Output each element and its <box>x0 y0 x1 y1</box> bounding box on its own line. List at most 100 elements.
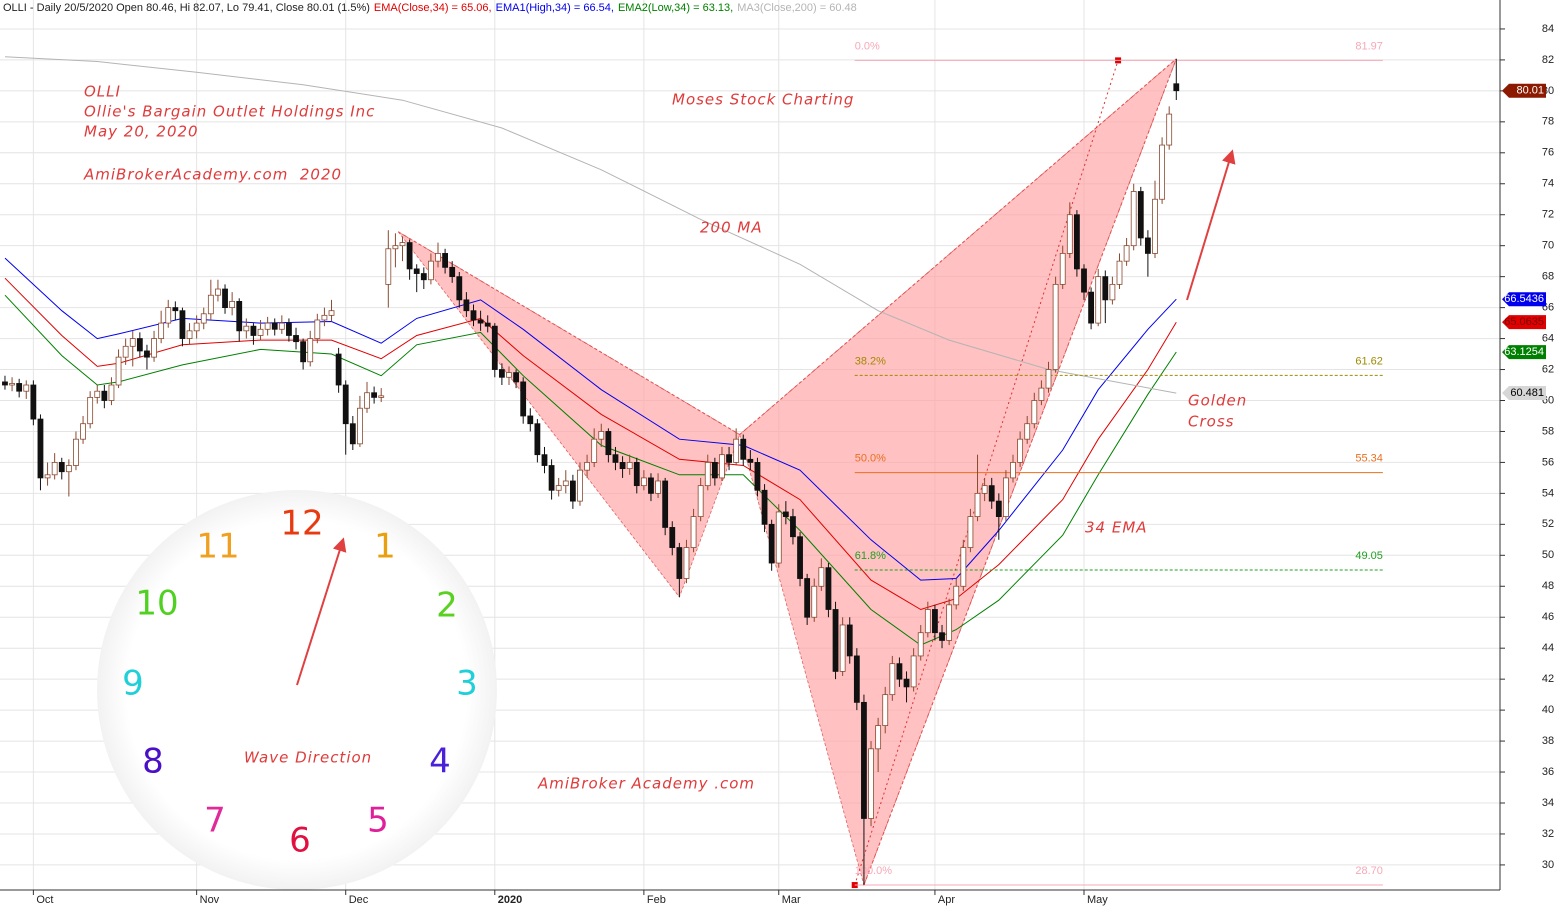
candle-body <box>87 396 94 425</box>
x-tick-label: May <box>1087 894 1108 906</box>
candle-body <box>385 248 392 285</box>
arrow <box>296 537 347 686</box>
pattern-triangle <box>739 58 1177 887</box>
y-tick-label: 42 <box>1542 673 1554 685</box>
candle-body <box>392 245 399 250</box>
y-tick-label: 32 <box>1542 828 1554 840</box>
candle-body <box>569 480 576 502</box>
clock-number: 8 <box>142 742 164 782</box>
clock-number: 9 <box>122 664 144 704</box>
candle-body <box>733 438 740 463</box>
candle-body <box>222 288 228 309</box>
candle-body <box>598 431 605 440</box>
x-tick-label: 2020 <box>498 894 522 906</box>
candle-body <box>1081 268 1087 293</box>
fib-value: 81.97 <box>1355 40 1383 52</box>
candle-body <box>9 383 15 386</box>
value-badge-label: 65.0635 <box>1504 316 1544 328</box>
annotation: Moses Stock Charting <box>672 91 854 109</box>
candle-body <box>1109 283 1116 301</box>
candle-body <box>449 266 456 278</box>
candle-body <box>179 310 186 339</box>
clock-number: 4 <box>429 742 451 782</box>
candle-body <box>591 438 598 463</box>
candle-body <box>1095 276 1102 324</box>
y-tick-label: 52 <box>1542 518 1554 530</box>
candle-body <box>470 310 477 321</box>
candle-body <box>605 431 612 456</box>
value-badge-label: 80.01 <box>1516 85 1544 97</box>
candle-body <box>193 322 200 332</box>
clock-number: 7 <box>204 801 226 841</box>
candle-body <box>662 480 669 528</box>
candle-body <box>491 325 498 370</box>
candle-body <box>357 407 363 445</box>
candle-body <box>364 392 370 409</box>
axes: 3032343638404244464850525456586062646668… <box>32 23 1554 906</box>
candle-body <box>257 328 264 336</box>
y-tick-label: 44 <box>1542 642 1554 654</box>
candle-body <box>1102 276 1109 301</box>
clock-number: 11 <box>196 527 239 567</box>
candle-body <box>882 694 889 726</box>
annotation: Cross <box>1188 413 1234 431</box>
candle-body <box>342 384 349 425</box>
candle-body <box>101 390 108 401</box>
candle-body <box>697 485 704 517</box>
candle-body <box>335 353 342 386</box>
candle-body <box>378 395 385 398</box>
candle-body <box>158 322 165 339</box>
candle-body <box>1059 253 1066 285</box>
candle-body <box>108 384 115 401</box>
candle-body <box>122 345 129 358</box>
candle-body <box>23 384 30 392</box>
y-tick-label: 74 <box>1542 178 1554 190</box>
candle-body <box>853 655 860 703</box>
y-tick-label: 82 <box>1542 54 1554 66</box>
candle-body <box>442 253 449 268</box>
candle-body <box>740 438 747 460</box>
header-indicator: EMA1(High,34) = 66.54, <box>496 2 614 14</box>
y-tick-label: 48 <box>1542 580 1554 592</box>
header-indicator: EMA(Close,34) = 65.06, <box>374 2 492 14</box>
y-tick-label: 76 <box>1542 147 1554 159</box>
y-tick-label: 62 <box>1542 363 1554 375</box>
candle-body <box>804 578 811 618</box>
y-tick-label: 46 <box>1542 611 1554 623</box>
fibonacci: 0.0% 81.97 38.2% 61.62 50.0% 55.34 61.8% 49.05 1… <box>854 40 1383 886</box>
candle-body <box>875 725 882 750</box>
candle-body <box>44 474 51 479</box>
candle-body <box>527 415 534 425</box>
y-tick-label: 56 <box>1542 456 1554 468</box>
candle-body <box>960 547 967 587</box>
x-tick-label: Feb <box>647 894 666 906</box>
candle-body <box>58 462 65 473</box>
y-tick-label: 84 <box>1542 23 1554 35</box>
candle-body <box>513 372 519 383</box>
candle-body <box>889 663 896 696</box>
clock-number: 10 <box>135 584 178 624</box>
candle-body <box>151 338 157 358</box>
candle-body <box>910 655 917 688</box>
candles <box>2 58 1180 886</box>
candle-body <box>775 511 782 564</box>
candle-body <box>534 423 541 456</box>
candle-body <box>1088 291 1095 324</box>
candle-body <box>200 313 207 324</box>
candle-body <box>371 392 378 398</box>
header: OLLI - Daily 20/5/2020 Open 80.46, Hi 82… <box>3 2 857 14</box>
candle-body <box>264 322 271 330</box>
candle-body <box>967 516 974 548</box>
candle-body <box>428 260 434 281</box>
annotation: AmiBroker Academy .com <box>537 775 755 793</box>
candle-body <box>917 632 924 657</box>
candle-body <box>761 489 768 525</box>
candle-body <box>129 338 136 347</box>
candle-body <box>747 458 754 463</box>
candle-body <box>995 500 1002 517</box>
candle-body <box>307 338 314 363</box>
axis-panel <box>0 890 1500 908</box>
candle-body <box>506 372 512 378</box>
candle-body <box>80 423 86 440</box>
